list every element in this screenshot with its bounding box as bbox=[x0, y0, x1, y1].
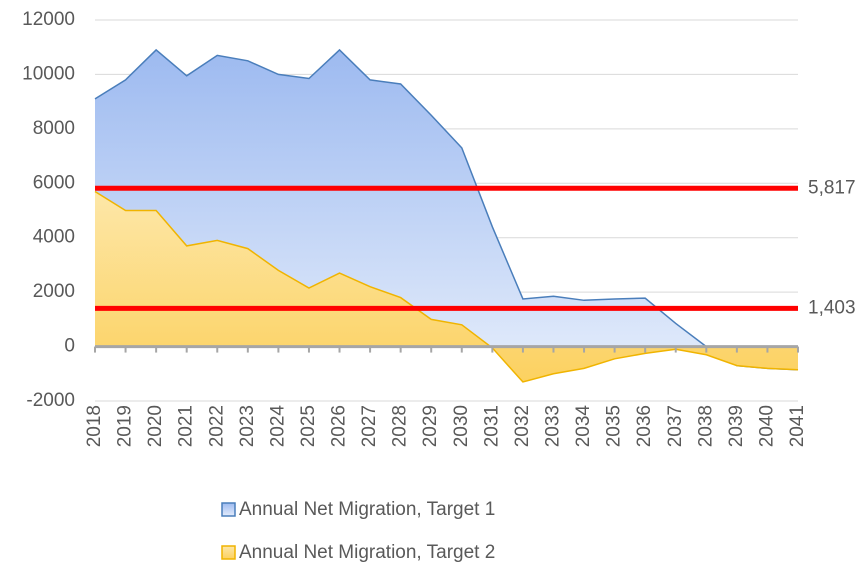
x-tick-label: 2024 bbox=[267, 405, 288, 448]
x-tick-label: 2032 bbox=[512, 405, 533, 447]
x-tick-label: 2028 bbox=[390, 405, 411, 447]
x-tick-label: 2020 bbox=[145, 405, 166, 447]
y-tick-label: 6000 bbox=[33, 172, 75, 193]
y-tick-label: 10000 bbox=[22, 63, 75, 84]
x-tick-label: 2019 bbox=[115, 405, 136, 447]
x-tick-label: 2034 bbox=[573, 405, 594, 448]
x-tick-label: 2033 bbox=[542, 405, 563, 447]
x-tick-label: 2041 bbox=[787, 405, 808, 447]
x-tick-label: 2039 bbox=[726, 405, 747, 447]
x-tick-label: 2029 bbox=[420, 405, 441, 447]
y-tick-label: 8000 bbox=[33, 118, 75, 139]
x-tick-label: 2026 bbox=[329, 405, 350, 447]
y-tick-label: -2000 bbox=[26, 390, 75, 411]
area-line bbox=[94, 190, 799, 383]
x-tick-label: 2040 bbox=[756, 405, 777, 447]
x-tick-label: 2027 bbox=[359, 405, 380, 447]
reference-label: 5,817 bbox=[808, 177, 856, 198]
legend-label: Annual Net Migration, Target 2 bbox=[239, 542, 495, 563]
area-fill bbox=[95, 191, 798, 382]
x-tick-label: 2036 bbox=[634, 405, 655, 447]
x-tick-label: 2037 bbox=[665, 405, 686, 447]
x-tick-label: 2021 bbox=[176, 405, 197, 447]
y-tick-label: 12000 bbox=[22, 9, 75, 30]
x-tick-label: 2023 bbox=[237, 405, 258, 447]
legend-label: Annual Net Migration, Target 1 bbox=[239, 499, 495, 520]
y-tick-label: 2000 bbox=[33, 281, 75, 302]
area-line bbox=[94, 48, 799, 371]
y-tick-label: 0 bbox=[64, 336, 75, 357]
x-tick-label: 2031 bbox=[481, 405, 502, 447]
legend-swatch bbox=[221, 502, 236, 517]
x-tick-label: 2035 bbox=[604, 405, 625, 447]
x-tick-label: 2025 bbox=[298, 405, 319, 447]
y-tick-label: 4000 bbox=[33, 227, 75, 248]
x-tick-label: 2030 bbox=[451, 405, 472, 447]
legend-swatch bbox=[221, 545, 236, 560]
x-tick-label: 2022 bbox=[206, 405, 227, 447]
x-tick-label: 2038 bbox=[695, 405, 716, 447]
x-tick-label: 2018 bbox=[84, 405, 105, 447]
reference-label: 1,403 bbox=[808, 297, 856, 318]
